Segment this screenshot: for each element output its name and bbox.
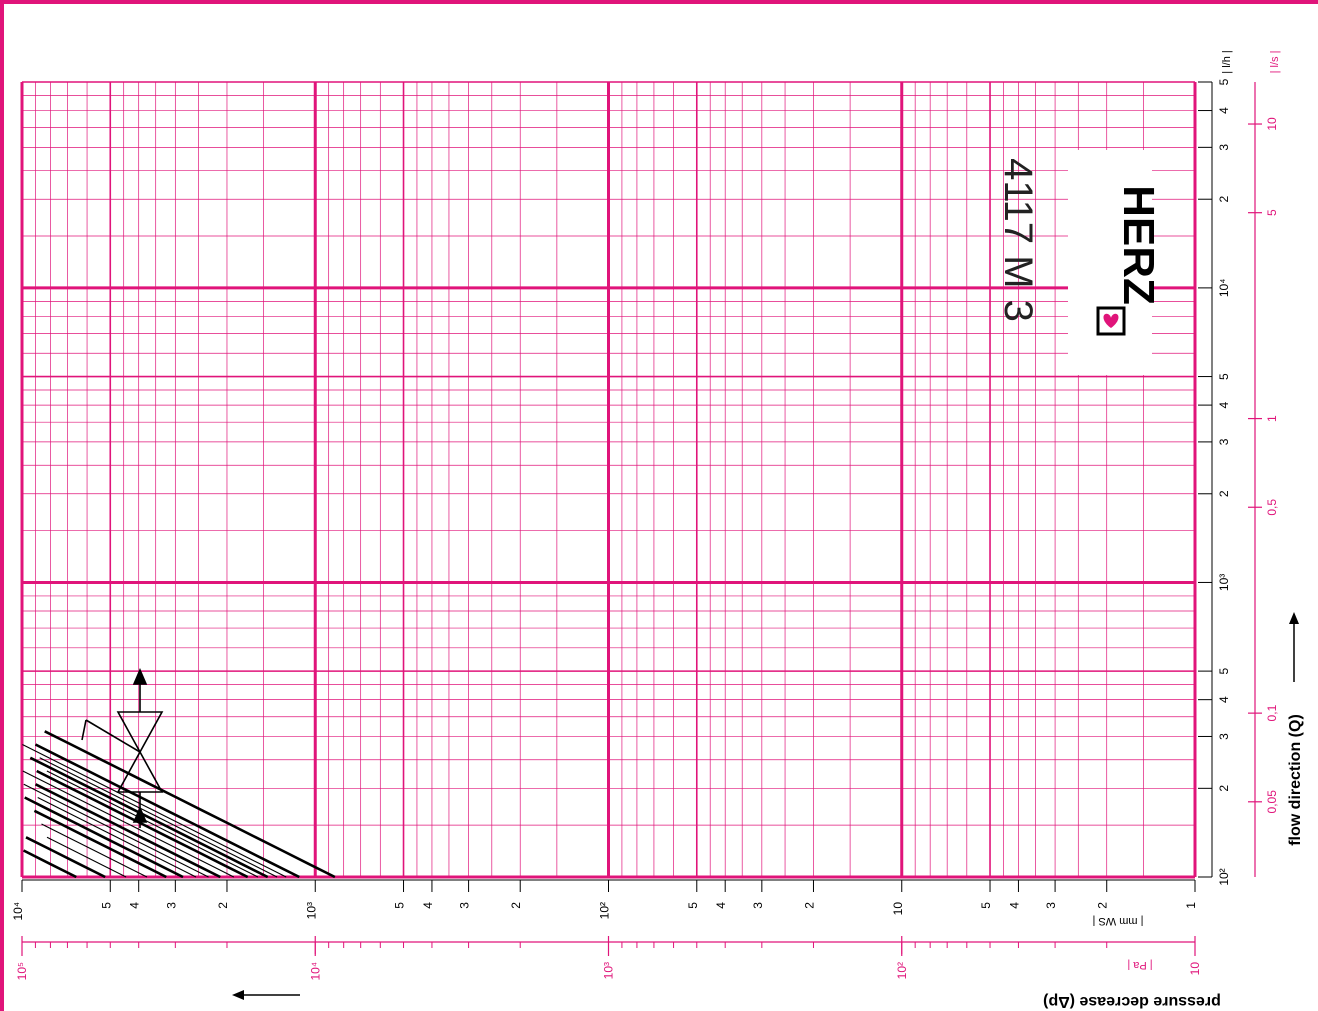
axis-units: | l/h | | l/s | | mm WS | | Pa | (1093, 50, 1281, 971)
x-tick-label: 4 (1217, 696, 1231, 703)
y-tick-label: 2 (216, 902, 230, 909)
flow-axis-ticks: 10² 2 3 4 5 10³ 2 3 4 5 10⁴ 2 3 4 5 (1198, 78, 1231, 886)
y-tick-label: 5 (979, 902, 993, 909)
pressure-axis-secondary-ticks: 10 10² 10³ 10⁴ 10⁵ (15, 936, 1202, 981)
brand-logo: HERZ (1068, 150, 1163, 375)
curve-line (22, 770, 235, 878)
curve-line (23, 849, 77, 879)
x-axis-arrowhead (1289, 612, 1299, 624)
valve-curves (22, 730, 336, 879)
y-tick-label: 10³ (304, 902, 318, 919)
y-tick-label: 10⁴ (11, 902, 25, 921)
y-tick-label: 10² (598, 902, 612, 919)
x2-tick-label: 5 (1265, 209, 1279, 216)
x2-tick-label: 0,5 (1265, 499, 1279, 516)
x2-tick-label: 1 (1265, 415, 1279, 422)
x2-tick-label: 0,1 (1265, 704, 1279, 721)
curve-line (29, 756, 269, 879)
y-tick-label: 3 (1044, 902, 1058, 909)
x-tick-label: 2 (1217, 196, 1231, 203)
y-tick-label: 4 (714, 902, 728, 909)
x-tick-label: 2 (1217, 490, 1231, 497)
y2-tick-label: 10 (1188, 962, 1202, 976)
x2-tick-label: 10 (1265, 117, 1279, 131)
curve-line (25, 836, 106, 879)
x2-unit-label: | l/s | (1269, 51, 1281, 74)
y-tick-label: 10 (891, 902, 905, 916)
y-tick-label: 3 (458, 902, 472, 909)
y2-tick-label: 10⁵ (15, 962, 29, 980)
x-tick-label: 3 (1217, 438, 1231, 445)
x-tick-label: 10² (1217, 868, 1231, 885)
y-tick-label: 4 (1007, 902, 1021, 909)
y-axis-arrowhead (232, 990, 244, 1000)
y2-tick-label: 10³ (602, 962, 616, 979)
curve-line (41, 823, 148, 878)
x-tick-label: 5 (1217, 373, 1231, 380)
y-tick-label: 5 (99, 902, 113, 909)
x-unit-label: | l/h | (1221, 50, 1233, 73)
x-tick-label: 10³ (1217, 574, 1231, 591)
pressure-axis-ticks: 1 2 3 4 5 10 2 3 4 5 10² 2 3 4 5 10³ 2 3 4 5 10⁴ (11, 879, 1198, 921)
model-number: 4117 M 3 (996, 158, 1040, 322)
valve-symbol-icon (81, 667, 164, 828)
curve-line (44, 730, 336, 879)
curve-line (34, 743, 300, 879)
x-tick-label: 2 (1217, 785, 1231, 792)
brand-wordmark: HERZ (1114, 185, 1163, 305)
curve-line (46, 770, 259, 878)
curve-line (36, 769, 249, 879)
x-tick-label: 10⁴ (1217, 279, 1231, 298)
x-tick-label: 4 (1217, 401, 1231, 408)
y-tick-label: 2 (1096, 902, 1110, 909)
x-tick-label: 4 (1217, 107, 1231, 114)
curve-line (46, 836, 127, 878)
x2-tick-label: 0,05 (1265, 790, 1279, 814)
grid-lines (20, 81, 1197, 879)
flow-axis-secondary-ticks: 0,05 0,1 0,5 1 5 10 (1248, 82, 1279, 877)
y-tick-label: 1 (1184, 902, 1198, 909)
y-tick-label: 5 (686, 902, 700, 909)
heart-icon (1103, 313, 1119, 328)
curve-line (33, 809, 167, 879)
curve-line (22, 744, 287, 878)
y-axis-title: pressure decrease (Δp) (1043, 993, 1221, 1010)
y-tick-label: 4 (128, 902, 142, 909)
x-tick-label: 3 (1217, 144, 1231, 151)
y-tick-label: 2 (803, 902, 817, 909)
y-tick-label: 5 (393, 902, 407, 909)
y-tick-label: 3 (164, 902, 178, 909)
x-tick-label: 5 (1217, 78, 1231, 85)
x-tick-label: 3 (1217, 733, 1231, 740)
curve-line (24, 796, 184, 879)
y2-tick-label: 10⁴ (308, 962, 322, 981)
curve-line (23, 783, 209, 878)
curve-line (37, 797, 197, 878)
y-tick-label: 2 (509, 902, 523, 909)
curve-line (39, 757, 278, 878)
x-axis-title: flow direction (Q) (1287, 714, 1304, 846)
y2-tick-label: 10² (895, 962, 909, 979)
y-tick-label: 3 (751, 902, 765, 909)
x-tick-label: 5 (1217, 667, 1231, 674)
y2-unit-label: | Pa | (1127, 959, 1152, 971)
curve-line (35, 783, 221, 879)
y-tick-label: 4 (421, 902, 435, 909)
y-unit-label: | mm WS | (1093, 915, 1144, 927)
